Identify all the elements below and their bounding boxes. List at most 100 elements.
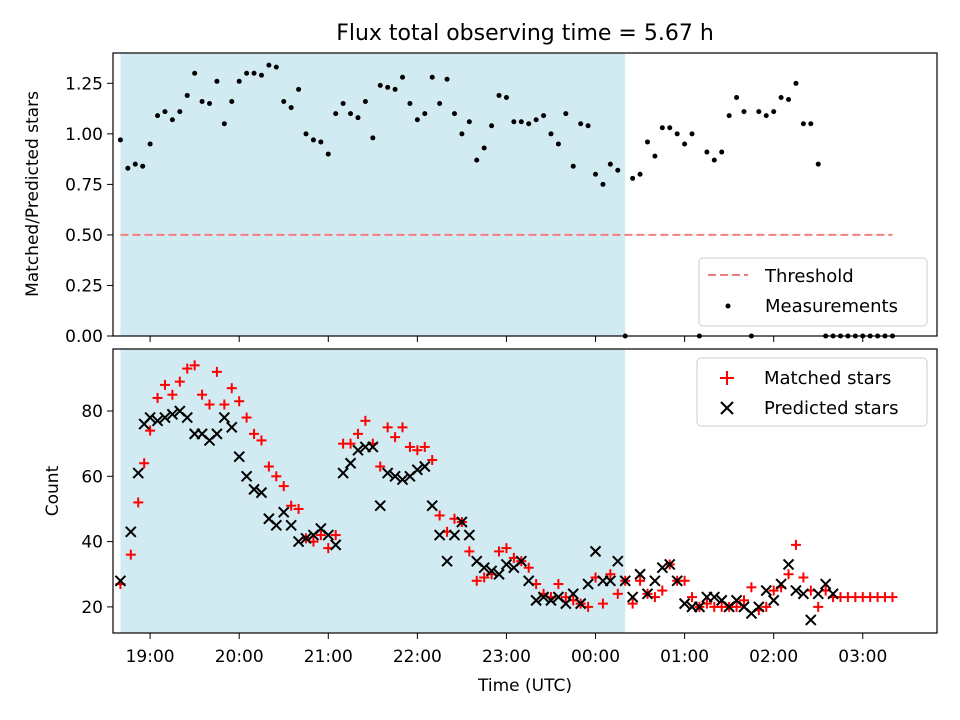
predicted-star-point-b [374, 499, 386, 512]
predicted-star-point-b [463, 529, 476, 541]
matched-star-point [553, 579, 564, 590]
ratio-panel-axes: 0.00 0.25 0.50 0.75 1.00 1.25 [65, 52, 938, 347]
matched-star-point [197, 389, 208, 400]
measurement-point [214, 78, 220, 84]
matched-star-point [635, 575, 646, 586]
count-panel-background [120, 349, 626, 633]
predicted-star-point-b [248, 483, 260, 496]
matched-star-point [746, 582, 757, 593]
measurement-point [132, 161, 138, 167]
measurement-point [117, 137, 123, 143]
measurement-point [689, 131, 695, 137]
predicted-star-point [582, 578, 594, 590]
measurement-point [207, 101, 213, 107]
matched-star-point [278, 481, 289, 492]
matched-star-point [211, 366, 222, 377]
matched-star-point [182, 363, 193, 374]
measurement-point [177, 109, 183, 115]
predicted-star-point-b [196, 428, 208, 440]
predicted-star-point-b [337, 467, 349, 479]
predicted-star-point [664, 558, 676, 571]
measurements-legend-swatch [725, 303, 731, 309]
measurement-point [481, 145, 487, 151]
matched-star-point [494, 546, 505, 557]
predicted-star-point-b [634, 568, 646, 580]
predicted-star-point [337, 467, 349, 479]
predicted-star-point [285, 519, 297, 531]
predicted-star-point-b [144, 411, 156, 424]
matched-star-point [145, 425, 156, 436]
measurement-point [526, 121, 532, 127]
matched-star-point [219, 399, 230, 410]
predicted-star-point [411, 464, 424, 476]
matched-star-point [404, 441, 415, 452]
predicted-star-point-b [389, 470, 401, 483]
x-tick-label: 19:00 [126, 647, 175, 667]
predicted-star-point [523, 575, 535, 587]
predicted-star-point-b [797, 588, 810, 600]
matched-star-point [597, 598, 608, 609]
measurement-point [296, 86, 302, 92]
predicted-star-point [233, 451, 245, 463]
predicted-star-point [775, 578, 787, 590]
measurement-point [437, 101, 443, 107]
ratio-y-tick-label: 1.25 [65, 74, 103, 94]
predicted-star-point [456, 516, 468, 528]
measurement-point [815, 161, 821, 167]
predicted-star-point [218, 411, 231, 424]
matched-star-point [761, 601, 772, 612]
measurement-point [667, 125, 673, 131]
predicted-star-point-b [322, 529, 334, 541]
predicted-star-point-b [181, 411, 193, 424]
ratio-plot-frame [112, 52, 938, 337]
measurement-point [303, 131, 309, 137]
measurement-point [682, 141, 688, 147]
predicted-star-point-b [567, 588, 579, 600]
predicted-star-point-b [500, 558, 513, 571]
measurement-point [711, 157, 717, 163]
matched-star-point [605, 569, 616, 580]
matched-star-point [790, 539, 801, 550]
measurement-point [644, 139, 650, 145]
predicted-star-point-b [678, 597, 691, 610]
predicted-star-point [367, 441, 379, 453]
measurement-point [518, 119, 524, 125]
predicted-stars-legend-label: Predicted stars [764, 398, 898, 419]
ratio-y-tick-label: 0.50 [65, 226, 103, 246]
measurements-legend-label: Measurements [765, 296, 898, 317]
measurement-point [414, 117, 420, 123]
predicted-star-point [656, 562, 669, 574]
predicted-star-point-b [419, 460, 431, 473]
predicted-star-point-b [582, 578, 594, 590]
ratio-y-tick-label: 1.00 [65, 125, 103, 145]
matched-star-point [167, 389, 178, 400]
measurement-point [140, 163, 146, 169]
measurement-point [637, 171, 643, 177]
x-tick-label: 22:00 [393, 647, 442, 667]
matched-star-point [479, 572, 490, 583]
matched-star-point [731, 601, 742, 612]
predicted-star-point [292, 535, 305, 548]
measurement-point [659, 125, 665, 131]
predicted-star-point-b [523, 575, 535, 587]
count-panel-marks [114, 360, 898, 626]
count-panel: 19:00 20:00 21:00 22:00 23:00 00:00 01:00 02:00… [43, 348, 938, 696]
predicted-star-point-b [560, 597, 572, 610]
predicted-star-point [114, 575, 127, 587]
measurement-point [333, 111, 339, 117]
predicted-star-point-b [537, 591, 550, 603]
measurement-point [763, 113, 769, 119]
measurement-point [385, 84, 391, 90]
predicted-star-point [634, 568, 646, 580]
predicted-star-point [132, 467, 144, 479]
measurement-point [199, 99, 205, 105]
predicted-star-point [671, 575, 683, 587]
predicted-star-point [493, 568, 505, 580]
predicted-star-point [753, 601, 765, 613]
predicted-star-point-b [760, 584, 772, 597]
predicted-star-point [441, 555, 453, 567]
measurement-point [786, 96, 792, 102]
measurement-point [310, 137, 316, 143]
matched-star-point [256, 435, 267, 446]
